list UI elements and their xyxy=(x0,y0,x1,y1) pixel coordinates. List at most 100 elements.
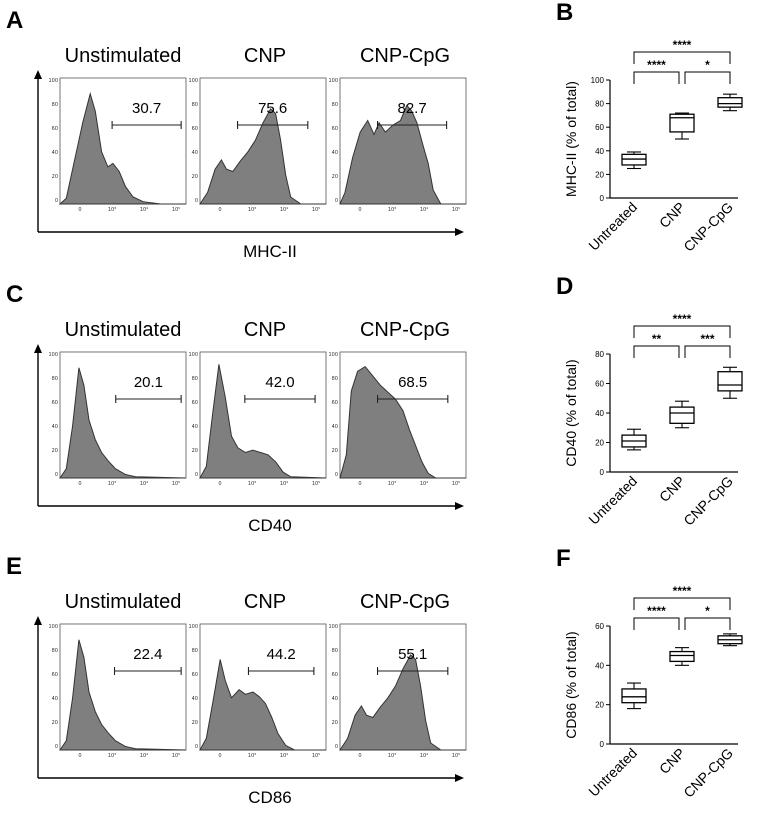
histogram-xtick-label: 0 xyxy=(78,753,81,759)
histogram-panel: 0 20 40 60 80 100 0 10³ 10⁴ 10⁵ 42.0 CNP xyxy=(188,319,327,487)
histogram-ytick-label: 40 xyxy=(332,150,338,156)
histogram-ytick-label: 0 xyxy=(335,198,338,204)
histogram-ytick-label: 20 xyxy=(52,720,58,726)
significance-bracket xyxy=(633,51,731,64)
histogram-ytick-label: 60 xyxy=(332,400,338,406)
box-y-axis-label: MHC-II (% of total) xyxy=(563,81,579,197)
histogram-xtick-label: 0 xyxy=(358,207,361,213)
histogram-ytick-label: 80 xyxy=(52,648,58,654)
histogram-density xyxy=(58,91,186,205)
box-untreated xyxy=(621,151,647,170)
histogram-xtick-label: 10⁵ xyxy=(312,207,320,213)
histogram-density xyxy=(199,659,326,751)
box-cnp-cpg xyxy=(717,93,743,112)
panel-letter: E xyxy=(6,553,22,580)
histogram-xtick-label: 10⁴ xyxy=(280,481,288,487)
significance-stars: *** xyxy=(700,332,714,346)
histogram-ytick-label: 80 xyxy=(192,648,198,654)
histogram-panel: 0 20 40 60 80 100 0 10³ 10⁴ 10⁵ 22.4 Unstimulated xyxy=(48,591,187,759)
histogram-title: CNP xyxy=(244,591,286,613)
box-ytick-label: 0 xyxy=(600,740,605,749)
box-iqr xyxy=(669,406,695,424)
histogram-ytick-label: 0 xyxy=(195,198,198,204)
significance-bracket xyxy=(633,597,731,610)
box-ytick-label: 80 xyxy=(595,100,604,109)
histogram-xtick-label: 10⁵ xyxy=(312,481,320,487)
histogram-ytick-label: 60 xyxy=(52,400,58,406)
histogram-ytick-label: 80 xyxy=(332,102,338,108)
histogram-ytick-label: 0 xyxy=(335,744,338,750)
box-cnp xyxy=(669,400,695,429)
histogram-title: CNP-CpG xyxy=(360,319,450,341)
marker-axis-label: CD86 xyxy=(248,788,291,807)
histogram-ytick-label: 0 xyxy=(55,198,58,204)
panel-letter: F xyxy=(556,545,571,572)
box-ytick-label: 40 xyxy=(595,661,604,670)
box-ytick-label: 40 xyxy=(595,147,604,156)
histogram-xtick-label: 10³ xyxy=(388,481,396,487)
histogram-xtick-label: 0 xyxy=(218,207,221,213)
histogram-xtick-label: 10³ xyxy=(108,481,116,487)
histogram-ytick-label: 20 xyxy=(332,448,338,454)
significance-bracket xyxy=(633,325,731,338)
panel-letter: C xyxy=(6,281,23,308)
significance-stars: **** xyxy=(673,312,692,326)
box-category-label: CNP-CpG xyxy=(680,745,736,801)
histogram-ytick-label: 100 xyxy=(188,624,198,630)
box-ytick-label: 60 xyxy=(595,622,604,631)
histogram-ytick-label: 40 xyxy=(52,424,58,430)
histogram-xtick-label: 0 xyxy=(78,207,81,213)
box-iqr xyxy=(669,113,695,133)
significance-stars: **** xyxy=(673,38,692,52)
gate-percentage: 55.1 xyxy=(398,646,427,663)
box-category-label: Untreated xyxy=(585,745,640,800)
box-untreated xyxy=(621,682,647,710)
histogram-ytick-label: 60 xyxy=(192,672,198,678)
histogram-xtick-label: 10⁴ xyxy=(420,481,428,487)
box-ytick-label: 0 xyxy=(600,194,605,203)
histogram-ytick-label: 40 xyxy=(192,696,198,702)
box-iqr xyxy=(621,688,647,704)
histogram-ytick-label: 80 xyxy=(192,376,198,382)
histogram-ytick-label: 20 xyxy=(192,448,198,454)
histogram-ytick-label: 0 xyxy=(195,744,198,750)
histogram-ytick-label: 20 xyxy=(192,174,198,180)
histogram-xtick-label: 10⁵ xyxy=(172,753,180,759)
histogram-ytick-label: 80 xyxy=(52,376,58,382)
histogram-xtick-label: 10³ xyxy=(248,753,256,759)
histogram-ytick-label: 20 xyxy=(332,174,338,180)
box-ytick-label: 100 xyxy=(591,76,605,85)
box-iqr xyxy=(669,650,695,663)
histogram-panel: 0 20 40 60 80 100 0 10³ 10⁴ 10⁵ 68.5 CNP-CpG xyxy=(328,319,467,487)
histogram-title: CNP-CpG xyxy=(360,45,450,67)
histogram-ytick-label: 20 xyxy=(52,448,58,454)
histogram-xtick-label: 10³ xyxy=(388,753,396,759)
histogram-panel: 0 20 40 60 80 100 0 10³ 10⁴ 10⁵ 55.1 CNP-CpG xyxy=(328,591,467,759)
histogram-xtick-label: 0 xyxy=(78,481,81,487)
box-iqr xyxy=(717,97,743,108)
gate-percentage: 82.7 xyxy=(397,100,426,117)
histogram-ytick-label: 100 xyxy=(328,624,338,630)
histogram-density xyxy=(199,108,326,205)
histogram-xtick-label: 10⁴ xyxy=(140,207,148,213)
histogram-xtick-label: 10⁴ xyxy=(280,753,288,759)
histogram-ytick-label: 60 xyxy=(52,126,58,132)
histogram-xtick-label: 10⁵ xyxy=(452,753,460,759)
histogram-ytick-label: 0 xyxy=(335,472,338,478)
histogram-ytick-label: 60 xyxy=(332,126,338,132)
histogram-density xyxy=(339,104,466,205)
histogram-ytick-label: 60 xyxy=(192,400,198,406)
gate-percentage: 75.6 xyxy=(258,100,287,117)
significance-stars: **** xyxy=(673,584,692,598)
histogram-ytick-label: 60 xyxy=(192,126,198,132)
histogram-ytick-label: 80 xyxy=(332,376,338,382)
box-iqr xyxy=(717,371,743,392)
marker-axis-label: CD40 xyxy=(248,516,291,535)
histogram-xtick-label: 10⁴ xyxy=(140,481,148,487)
count-axis-arrowhead xyxy=(34,616,42,625)
histogram-xtick-label: 10⁴ xyxy=(420,753,428,759)
histogram-xtick-label: 0 xyxy=(218,753,221,759)
significance-bracket xyxy=(684,617,731,630)
